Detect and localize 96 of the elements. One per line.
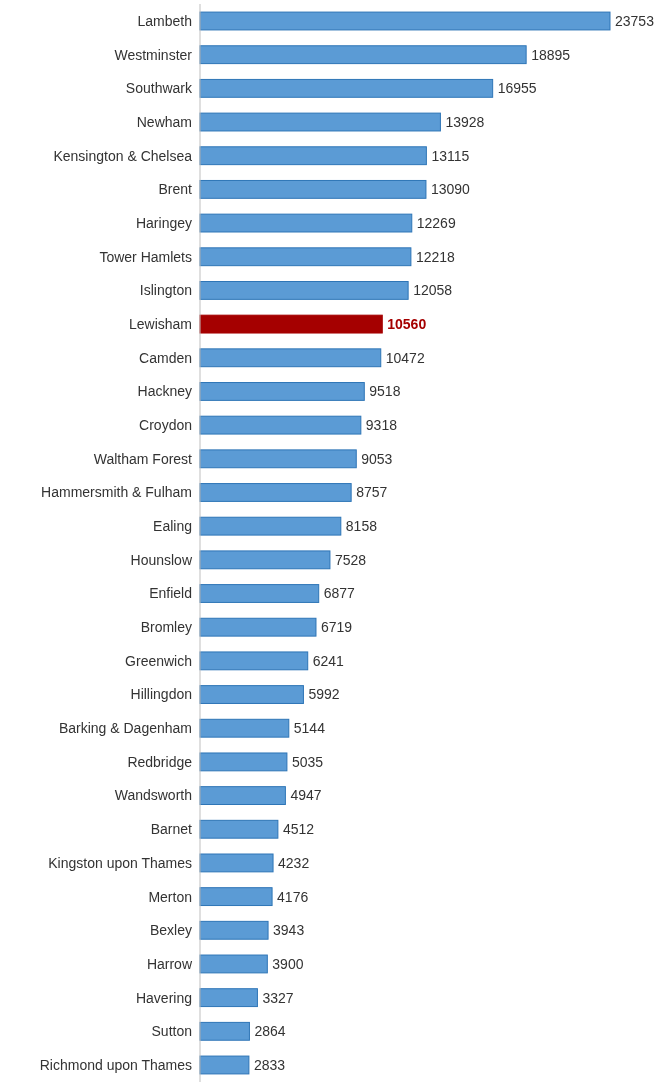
bar — [199, 920, 269, 940]
data-label: 13090 — [430, 181, 471, 198]
y-tick-label: Kingston upon Thames — [48, 854, 192, 871]
y-tick-label: Haringey — [135, 214, 192, 231]
data-label: 4176 — [277, 888, 309, 905]
data-label: 12058 — [413, 282, 453, 299]
data-label: 3943 — [273, 922, 305, 939]
y-tick-label: Waltham Forest — [93, 450, 193, 467]
data-label: 10560 — [387, 316, 427, 332]
bar — [199, 415, 362, 435]
y-tick-label: Ealing — [153, 518, 192, 535]
y-tick-label: Kensington & Chelsea — [53, 147, 193, 164]
y-tick-label: Greenwich — [125, 652, 192, 669]
data-label: 3327 — [262, 989, 294, 1006]
y-tick-label: Barking & Dagenham — [58, 720, 192, 737]
y-tick-label: Enfield — [149, 585, 192, 602]
bar — [199, 112, 441, 132]
y-tick-label: Croydon — [139, 417, 192, 434]
y-tick-label: Wandsworth — [114, 787, 192, 804]
data-label: 9318 — [365, 417, 398, 434]
bar — [199, 382, 365, 401]
y-tick-label: Hounslow — [130, 551, 193, 568]
data-label: 6719 — [320, 619, 353, 636]
y-tick-label: Lambeth — [137, 12, 192, 29]
y-tick-label: Lewisham — [128, 316, 192, 332]
data-label: 4232 — [278, 854, 310, 871]
data-label: 8757 — [356, 484, 388, 501]
data-label: 13928 — [445, 113, 485, 130]
bar — [199, 853, 274, 873]
bar — [199, 651, 309, 671]
y-tick-label: Hammersmith & Fulham — [41, 484, 192, 501]
y-tick-label: Redbridge — [127, 753, 193, 770]
y-tick-label: Hillingdon — [130, 686, 192, 703]
y-tick-label: Barnet — [150, 821, 193, 838]
data-label: 6877 — [323, 585, 356, 602]
bar — [199, 550, 331, 570]
data-label: 2833 — [253, 1056, 286, 1073]
bar — [199, 685, 304, 704]
bar — [199, 314, 383, 334]
y-tick-label: Camden — [139, 349, 192, 366]
data-label: 9518 — [369, 383, 401, 400]
bar — [199, 213, 413, 233]
y-tick-label: Islington — [139, 282, 192, 299]
bar — [199, 954, 268, 974]
y-tick-label: Brent — [158, 181, 193, 198]
y-tick-label: Richmond upon Thames — [39, 1056, 192, 1073]
bar — [199, 247, 412, 267]
bar — [199, 1055, 250, 1075]
data-label: 18895 — [531, 46, 571, 63]
data-label: 5035 — [291, 753, 324, 770]
bar — [199, 179, 427, 199]
data-label: 8158 — [345, 518, 378, 535]
bar — [199, 281, 409, 300]
y-tick-label: Southwark — [125, 80, 193, 97]
bar — [199, 584, 320, 603]
data-label: 10472 — [385, 349, 425, 366]
data-label: 7528 — [334, 551, 367, 568]
data-label: 3900 — [272, 955, 304, 972]
data-label: 23753 — [615, 12, 655, 29]
y-tick-label: Harrow — [146, 955, 193, 972]
bar — [199, 78, 494, 98]
y-tick-label: Merton — [148, 888, 192, 905]
data-label: 12269 — [416, 214, 456, 231]
y-tick-label: Westminster — [114, 46, 193, 63]
bar — [199, 45, 527, 65]
bar — [199, 988, 258, 1008]
data-label: 5992 — [308, 686, 340, 703]
y-tick-label: Bexley — [149, 922, 192, 939]
bar — [199, 483, 352, 502]
data-label: 13115 — [431, 147, 470, 164]
y-tick-label: Hackney — [137, 383, 192, 400]
data-label: 2864 — [254, 1023, 286, 1040]
data-label: 4947 — [290, 787, 322, 804]
data-label: 4512 — [282, 821, 315, 838]
y-tick-label: Tower Hamlets — [99, 248, 192, 265]
bar — [199, 11, 611, 31]
data-label: 12218 — [415, 248, 456, 265]
bar — [199, 617, 317, 637]
bar — [199, 819, 279, 839]
y-tick-label: Bromley — [140, 619, 192, 636]
y-tick-label: Newham — [136, 113, 192, 130]
data-label: 9053 — [361, 450, 393, 467]
bar — [199, 718, 290, 738]
bar — [199, 146, 427, 166]
y-tick-label: Sutton — [151, 1023, 192, 1040]
y-tick-label: Havering — [135, 989, 192, 1006]
bar — [199, 348, 382, 368]
bar — [199, 449, 357, 469]
bar — [199, 1021, 250, 1041]
data-label: 6241 — [312, 652, 345, 669]
data-label: 16955 — [497, 80, 537, 97]
bar — [199, 752, 288, 772]
bar — [199, 887, 273, 907]
data-label: 5144 — [293, 720, 326, 737]
bar — [199, 786, 286, 805]
bar — [199, 516, 342, 536]
